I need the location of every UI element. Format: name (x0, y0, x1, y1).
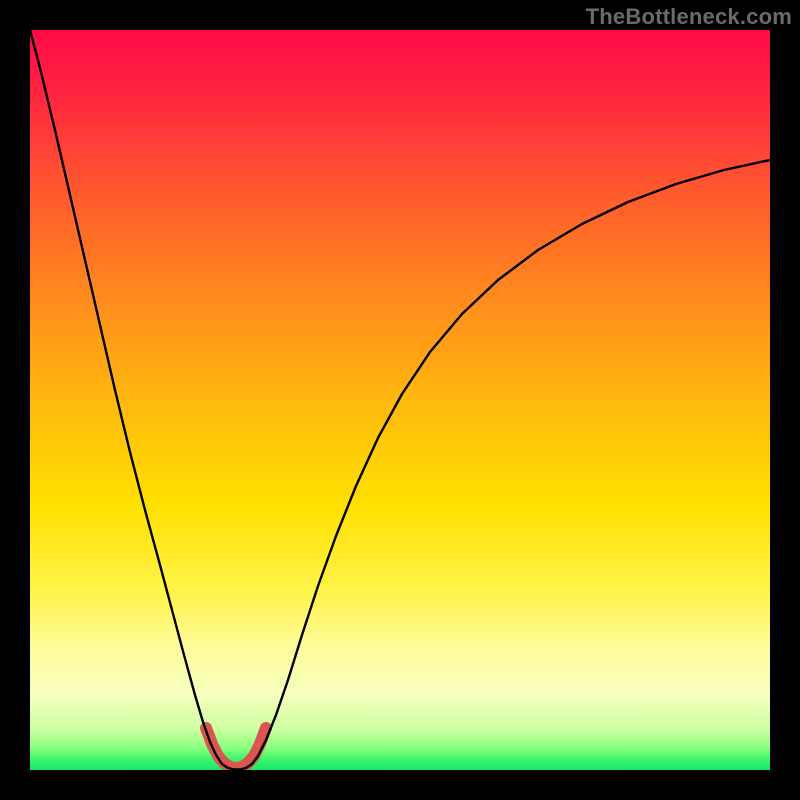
curve-layer (30, 30, 770, 770)
watermark-text: TheBottleneck.com (586, 4, 792, 30)
bottleneck-curve (30, 30, 770, 770)
highlight-nub (206, 728, 266, 768)
chart-frame: TheBottleneck.com (0, 0, 800, 800)
plot-area (30, 30, 770, 770)
